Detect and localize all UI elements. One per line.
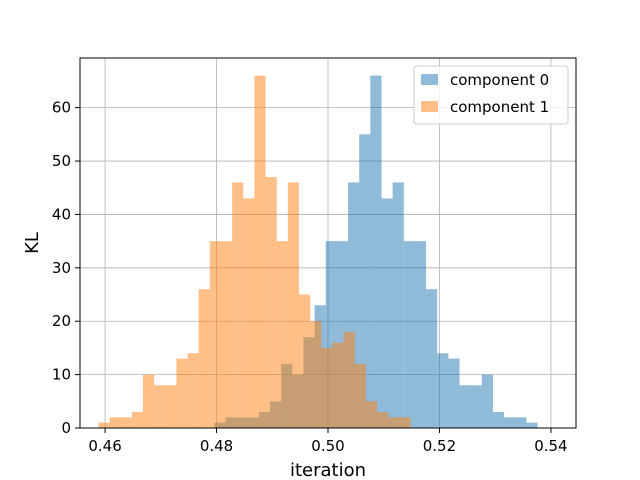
bar-component-1	[343, 331, 355, 428]
x-tick-label: 0.54	[534, 437, 567, 455]
legend-box	[413, 65, 569, 125]
bar-component-1	[399, 417, 411, 428]
legend-swatch-component-0	[421, 74, 438, 85]
bar-component-1	[198, 289, 210, 428]
bar-component-1	[176, 358, 188, 428]
bar-component-0	[336, 241, 349, 428]
bar-component-1	[265, 177, 277, 428]
bar-component-1	[388, 417, 400, 428]
bar-component-1	[299, 294, 311, 428]
bar-component-1	[354, 363, 366, 428]
bar-component-0	[348, 182, 360, 428]
legend: component 0 component 1	[413, 65, 569, 125]
bar-component-0	[403, 241, 415, 428]
bar-component-1	[276, 241, 288, 428]
bar-component-1	[243, 198, 255, 428]
bar-component-0	[492, 411, 505, 428]
bar-component-0	[470, 385, 482, 428]
bar-component-0	[370, 75, 382, 428]
bar-component-0	[459, 385, 471, 428]
y-axis-label: KL	[22, 232, 43, 254]
bar-component-0	[515, 417, 527, 428]
bar-component-0	[359, 134, 371, 428]
bar-component-1	[220, 241, 233, 428]
bar-component-1	[310, 321, 322, 428]
bars	[98, 75, 538, 428]
bar-component-0	[392, 182, 404, 428]
legend-label-component-1: component 1	[450, 98, 549, 116]
bar-component-0	[481, 374, 493, 428]
bar-component-1	[332, 342, 344, 428]
y-tick-label: 30	[52, 259, 71, 277]
x-tick-label: 0.46	[88, 437, 121, 455]
bar-component-0	[414, 241, 427, 428]
bar-component-0	[504, 417, 516, 428]
bar-component-0	[426, 289, 438, 428]
legend-swatch-component-1	[421, 101, 438, 112]
bar-component-0	[325, 241, 337, 428]
y-tick-label: 50	[52, 152, 71, 170]
bar-component-0	[448, 358, 460, 428]
bar-component-1	[109, 417, 121, 428]
bar-component-1	[142, 374, 155, 428]
bar-component-1	[365, 401, 378, 428]
bar-component-1	[187, 353, 199, 428]
bar-component-1	[209, 241, 221, 428]
bar-component-1	[287, 182, 300, 428]
bar-component-1	[131, 411, 143, 428]
bar-component-1	[254, 75, 266, 428]
bar-component-1	[98, 422, 110, 428]
y-tick-label: 10	[52, 366, 71, 384]
bar-component-0	[526, 422, 538, 428]
x-tick-label: 0.48	[200, 437, 233, 455]
bar-component-1	[154, 385, 166, 428]
x-tick-label: 0.50	[311, 437, 344, 455]
y-tick-label: 40	[52, 205, 71, 223]
legend-label-component-0: component 0	[450, 71, 549, 89]
y-tick-label: 60	[52, 99, 71, 117]
bar-component-1	[165, 385, 177, 428]
bar-component-0	[437, 353, 449, 428]
bar-component-1	[120, 417, 132, 428]
ticks: 0.46 0.48 0.50 0.52 0.54 0 10 20 30 40 50 60	[52, 99, 568, 455]
bar-component-1	[377, 411, 389, 428]
y-tick-label: 0	[61, 419, 71, 437]
x-tick-label: 0.52	[423, 437, 456, 455]
bar-component-1	[321, 347, 333, 428]
x-axis-label: iteration	[290, 460, 366, 480]
bar-component-0	[381, 198, 393, 428]
bar-component-1	[232, 182, 244, 428]
y-tick-label: 20	[52, 312, 71, 330]
